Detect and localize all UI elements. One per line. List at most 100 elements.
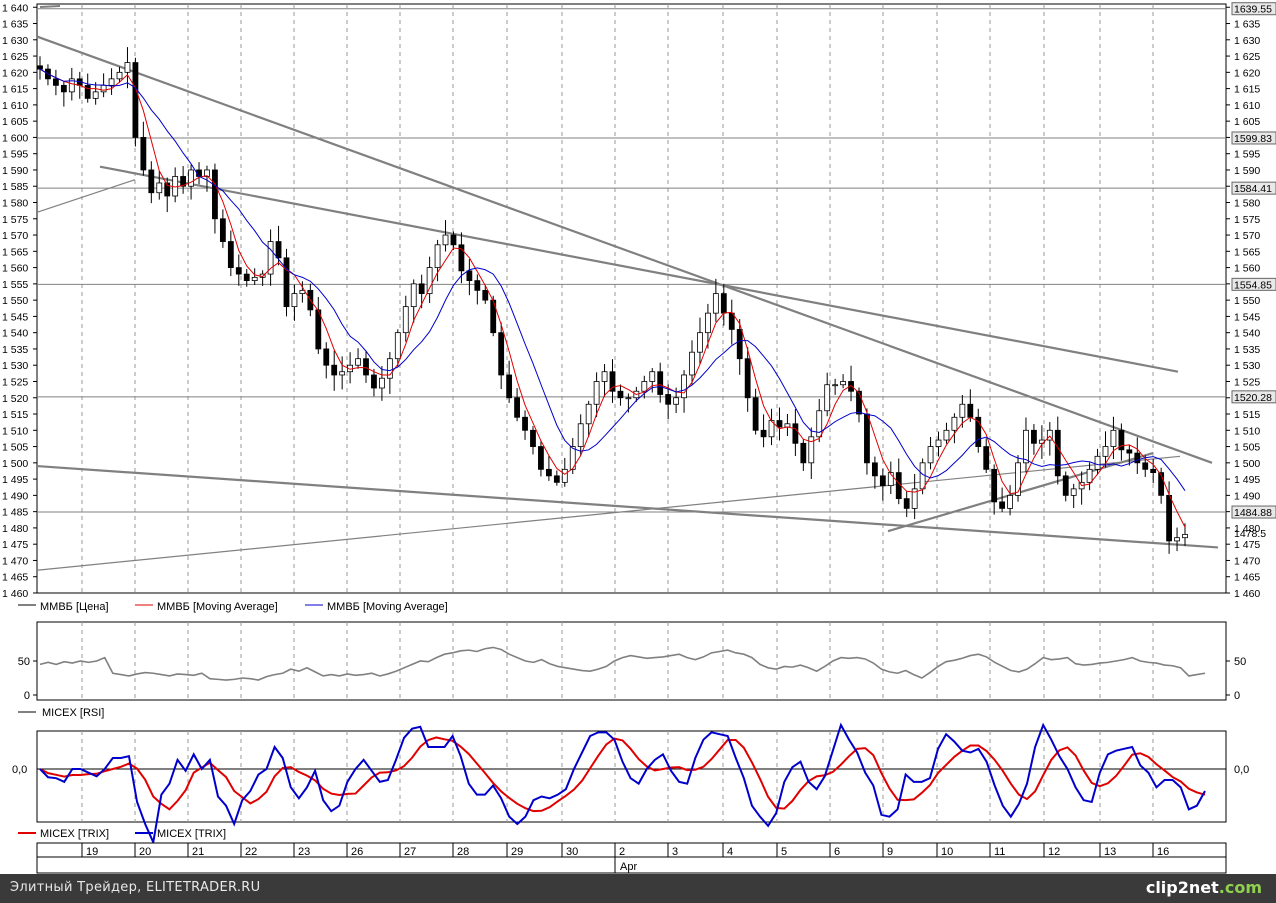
y-tick-label-right: 1 545 [1234, 311, 1260, 323]
y-tick-label-right: 1 615 [1234, 84, 1260, 96]
candle-body [840, 381, 846, 386]
month-label: Apr [620, 861, 637, 873]
candle-body [53, 78, 59, 86]
candle-body [355, 358, 361, 366]
trix-line [39, 722, 1206, 846]
candle-body [871, 462, 878, 477]
candle-body [561, 468, 568, 483]
y-tick-label-left: 1 505 [2, 442, 28, 454]
candle-body [323, 348, 330, 366]
chart-canvas: 1 460 1 460 1 465 1 465 1 470 1 470 1 475 1 475… [2, 2, 1276, 874]
candle-body [736, 329, 743, 360]
candle-body [1070, 488, 1077, 496]
candle-body [283, 257, 290, 308]
legend-label: ММВБ [Цена] [40, 601, 109, 613]
rsi-plot-frame [36, 621, 1227, 701]
candle-body [434, 244, 441, 268]
price-label-box [1231, 505, 1276, 519]
y-tick-label-right: 1 525 [1234, 376, 1260, 388]
candle-body [212, 169, 218, 220]
x-tick-label: 6 [834, 846, 840, 858]
y-tick-label-right: 1 470 [1234, 555, 1260, 567]
y-tick-label-left: 1 480 [2, 523, 28, 535]
x-tick-label: 21 [192, 846, 204, 858]
candle-body [625, 397, 632, 400]
candle-body [450, 234, 457, 246]
y-tick-label-right: 1 490 [1234, 490, 1260, 502]
candle-body [219, 218, 226, 242]
price-level-label: 1478.5 [1234, 528, 1266, 540]
brand-suffix: .com [1218, 878, 1262, 897]
candle-body [1007, 494, 1013, 509]
y-tick-label-right: 1 500 [1234, 458, 1260, 470]
candle-body [235, 267, 242, 275]
moving-average-fast [39, 68, 1186, 528]
trend-line [36, 464, 1219, 549]
price-panel: 1 460 1 460 1 465 1 465 1 470 1 470 1 475 1 475… [2, 2, 1276, 613]
rsi-tick-label-left: 0 [24, 690, 30, 702]
y-tick-label-left: 1 485 [2, 507, 28, 519]
y-tick-label-left: 1 575 [2, 214, 28, 226]
x-tick-label: 16 [1157, 846, 1169, 858]
y-tick-label-left: 1 510 [2, 425, 28, 437]
x-tick-label: 30 [566, 846, 578, 858]
candle-body [1054, 429, 1061, 477]
candle-body [800, 442, 807, 464]
legend-label: MICEX [RSI] [42, 707, 104, 719]
candle-body [402, 306, 409, 334]
x-tick-label: 10 [941, 846, 953, 858]
candle-body [68, 78, 75, 93]
candle-body [816, 410, 823, 438]
y-tick-label-left: 1 620 [2, 67, 28, 79]
y-tick-label-left: 1 470 [2, 555, 28, 567]
candle-body [697, 332, 703, 353]
y-tick-label-left: 1 565 [2, 246, 28, 258]
y-tick-label-right: 1 595 [1234, 149, 1260, 161]
candle-body [84, 84, 91, 99]
rsi-line [39, 646, 1206, 681]
x-tick-label: 4 [727, 846, 733, 858]
x-tick-label: 27 [404, 846, 416, 858]
candle-body [760, 429, 767, 438]
candle-body [792, 423, 799, 444]
candle-body [100, 84, 107, 93]
candle-body [188, 169, 194, 187]
x-tick-label: 13 [1104, 846, 1116, 858]
trix-tick-label-right: 0,0 [1234, 764, 1249, 776]
candle-body [426, 267, 433, 295]
rsi-tick-label-left: 50 [18, 656, 30, 668]
candle-body [1174, 537, 1180, 542]
price-label-box [1231, 277, 1276, 291]
y-tick-label-right: 1 515 [1234, 409, 1260, 421]
candle-body [251, 276, 258, 282]
price-label-box [1231, 390, 1276, 404]
y-tick-label-right: 1 605 [1234, 116, 1260, 128]
candle-body [935, 439, 942, 447]
candle-body [776, 420, 783, 428]
candle-body [148, 169, 155, 194]
candle-body [808, 436, 815, 464]
y-tick-label-right: 1 575 [1234, 214, 1260, 226]
x-axis-frame [36, 842, 1227, 874]
price-level-label: 1520.28 [1234, 392, 1272, 404]
candle-body [1118, 429, 1125, 451]
candle-body [339, 371, 346, 376]
candle-body [879, 475, 886, 487]
candle-body [649, 371, 656, 382]
trix-signal-line [39, 736, 1206, 813]
candle-body [887, 472, 894, 487]
trend-line [36, 179, 136, 213]
price-level-label: 1584.41 [1234, 183, 1272, 195]
clip2net-logo[interactable]: clip2net.com [1146, 878, 1262, 897]
candle-body [593, 381, 600, 405]
legend-label: MICEX [TRIX] [157, 828, 226, 840]
x-tick-label: 12 [1048, 846, 1060, 858]
candle-body [903, 498, 910, 509]
candle-body [689, 351, 695, 376]
rsi-tick-label-right: 0 [1234, 690, 1240, 702]
candle-body [975, 416, 982, 447]
candle-body [856, 390, 862, 415]
candle-body [394, 332, 401, 360]
